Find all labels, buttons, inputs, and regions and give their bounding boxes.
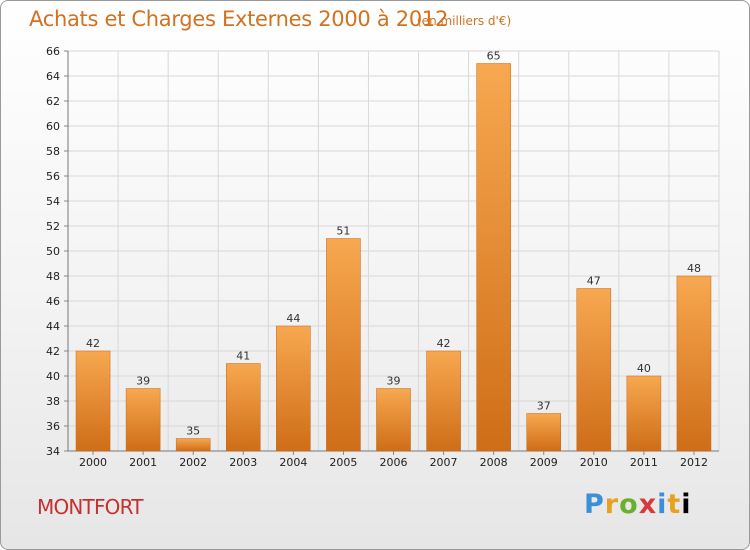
x-tick-label-2009: 2009	[530, 456, 558, 469]
data-label-2010: 47	[587, 275, 601, 288]
data-label-2012: 48	[687, 262, 701, 275]
commune-name: MONTFORT	[37, 495, 143, 519]
data-label-2001: 39	[136, 375, 150, 388]
bars	[75, 63, 712, 452]
chart-subtitle: (en milliers d'€)	[417, 14, 512, 28]
bar-2000	[75, 350, 111, 452]
y-tick-label: 48	[46, 270, 60, 283]
y-tick-label: 52	[46, 220, 60, 233]
bar-2011	[626, 375, 662, 452]
y-tick-label: 50	[46, 245, 60, 258]
bar-2006	[376, 388, 411, 452]
x-tick-label-2011: 2011	[630, 456, 658, 469]
y-tick-label: 34	[46, 445, 60, 458]
data-label-2008: 65	[487, 50, 501, 63]
y-tick-label: 46	[46, 295, 60, 308]
y-tick-label: 38	[46, 395, 60, 408]
y-tick-label: 36	[46, 420, 60, 433]
x-tick-label-2000: 2000	[79, 456, 107, 469]
data-label-2009: 37	[537, 400, 551, 413]
x-tick-label-2001: 2001	[129, 456, 157, 469]
y-tick-label: 40	[46, 370, 60, 383]
y-tick-label: 56	[46, 170, 60, 183]
data-label-2011: 40	[637, 362, 651, 375]
bar-2007	[426, 350, 461, 452]
bar-2008	[476, 63, 511, 452]
bar-2005	[326, 238, 361, 452]
y-tick-label: 54	[46, 195, 60, 208]
y-tick-label: 62	[46, 95, 60, 108]
y-tick-label: 66	[46, 45, 60, 58]
y-tick-label: 60	[46, 120, 60, 133]
x-tick-label-2006: 2006	[380, 456, 408, 469]
bar-2009	[526, 413, 562, 452]
y-tick-label: 42	[46, 345, 60, 358]
labels: 34 36 38 40 42 44 46 48 50 52 54 56 58 60 62 64 66 42 2000…	[46, 45, 708, 469]
bar-2010	[576, 288, 612, 452]
data-label-2004: 44	[286, 312, 300, 325]
data-label-2005: 51	[336, 225, 350, 238]
data-label-2003: 41	[236, 350, 250, 363]
bar-2001	[125, 388, 161, 452]
y-tick-label: 58	[46, 145, 60, 158]
data-label-2006: 39	[387, 375, 401, 388]
x-tick-label-2002: 2002	[179, 456, 207, 469]
data-label-2007: 42	[437, 337, 451, 350]
bar-2012	[676, 275, 712, 452]
x-tick-label-2012: 2012	[680, 456, 708, 469]
x-tick-label-2003: 2003	[229, 456, 257, 469]
x-tick-label-2010: 2010	[580, 456, 608, 469]
y-tick-label: 64	[46, 70, 60, 83]
x-tick-label-2004: 2004	[279, 456, 307, 469]
y-tick-label: 44	[46, 320, 60, 333]
bar-2003	[225, 363, 261, 452]
proxiti-logo: Proxiti	[584, 489, 692, 520]
x-tick-label-2007: 2007	[430, 456, 458, 469]
bar-2002	[175, 438, 211, 452]
bar-2004	[276, 325, 311, 452]
data-label-2000: 42	[86, 337, 100, 350]
data-label-2002: 35	[186, 425, 200, 438]
chart-title: Achats et Charges Externes 2000 à 2012	[29, 7, 449, 31]
x-tick-label-2005: 2005	[329, 456, 357, 469]
x-tick-label-2008: 2008	[480, 456, 508, 469]
